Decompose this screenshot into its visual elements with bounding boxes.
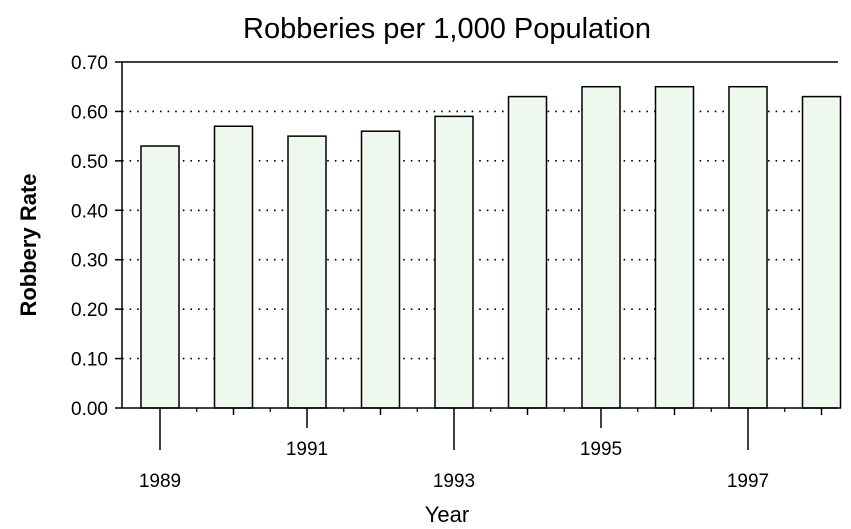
- y-tick-label: 0.40: [71, 201, 108, 222]
- y-axis-label: Robbery Rate: [16, 173, 41, 316]
- bar-1996: [654, 85, 695, 409]
- x-tick-label: 1989: [139, 471, 181, 492]
- x-tick-label: 1997: [727, 471, 769, 492]
- y-tick-label: 0.20: [71, 300, 108, 321]
- y-tick-label: 0.50: [71, 152, 108, 173]
- y-ticks: 0.00 0.10 0.20 0.30 0.40 0.50 0.60 0.70: [71, 53, 122, 420]
- y-tick-label: 0.60: [71, 102, 108, 123]
- bar-1997: [728, 85, 768, 409]
- bar-1994: [507, 95, 548, 409]
- x-tick-label: 1993: [433, 471, 475, 492]
- x-axis-label: Year: [425, 502, 469, 527]
- x-tick-label: 1995: [580, 439, 622, 460]
- x-tick-label: 1991: [286, 439, 328, 460]
- bar-1990: [213, 125, 254, 409]
- bar-1992: [360, 130, 401, 409]
- x-ticks: 1989 1991 1993 1995 1997: [139, 408, 823, 492]
- bar-1991: [287, 135, 327, 409]
- y-tick-label: 0.30: [71, 251, 108, 272]
- y-tick-label: 0.70: [71, 53, 108, 74]
- y-tick-label: 0.10: [71, 350, 108, 371]
- bar-1995: [581, 85, 621, 409]
- y-tick-label: 0.00: [71, 399, 108, 420]
- axes: [121, 61, 838, 409]
- chart-title: Robberies per 1,000 Population: [243, 13, 651, 45]
- bar-1993: [434, 115, 474, 409]
- bars: [140, 85, 842, 409]
- bar-1998: [801, 95, 842, 409]
- bar-1989: [140, 145, 180, 409]
- gridlines: [122, 110, 838, 360]
